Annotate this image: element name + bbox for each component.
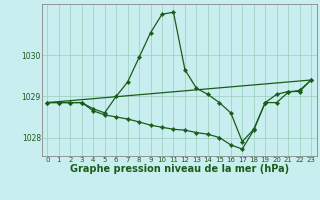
X-axis label: Graphe pression niveau de la mer (hPa): Graphe pression niveau de la mer (hPa) <box>70 164 289 174</box>
